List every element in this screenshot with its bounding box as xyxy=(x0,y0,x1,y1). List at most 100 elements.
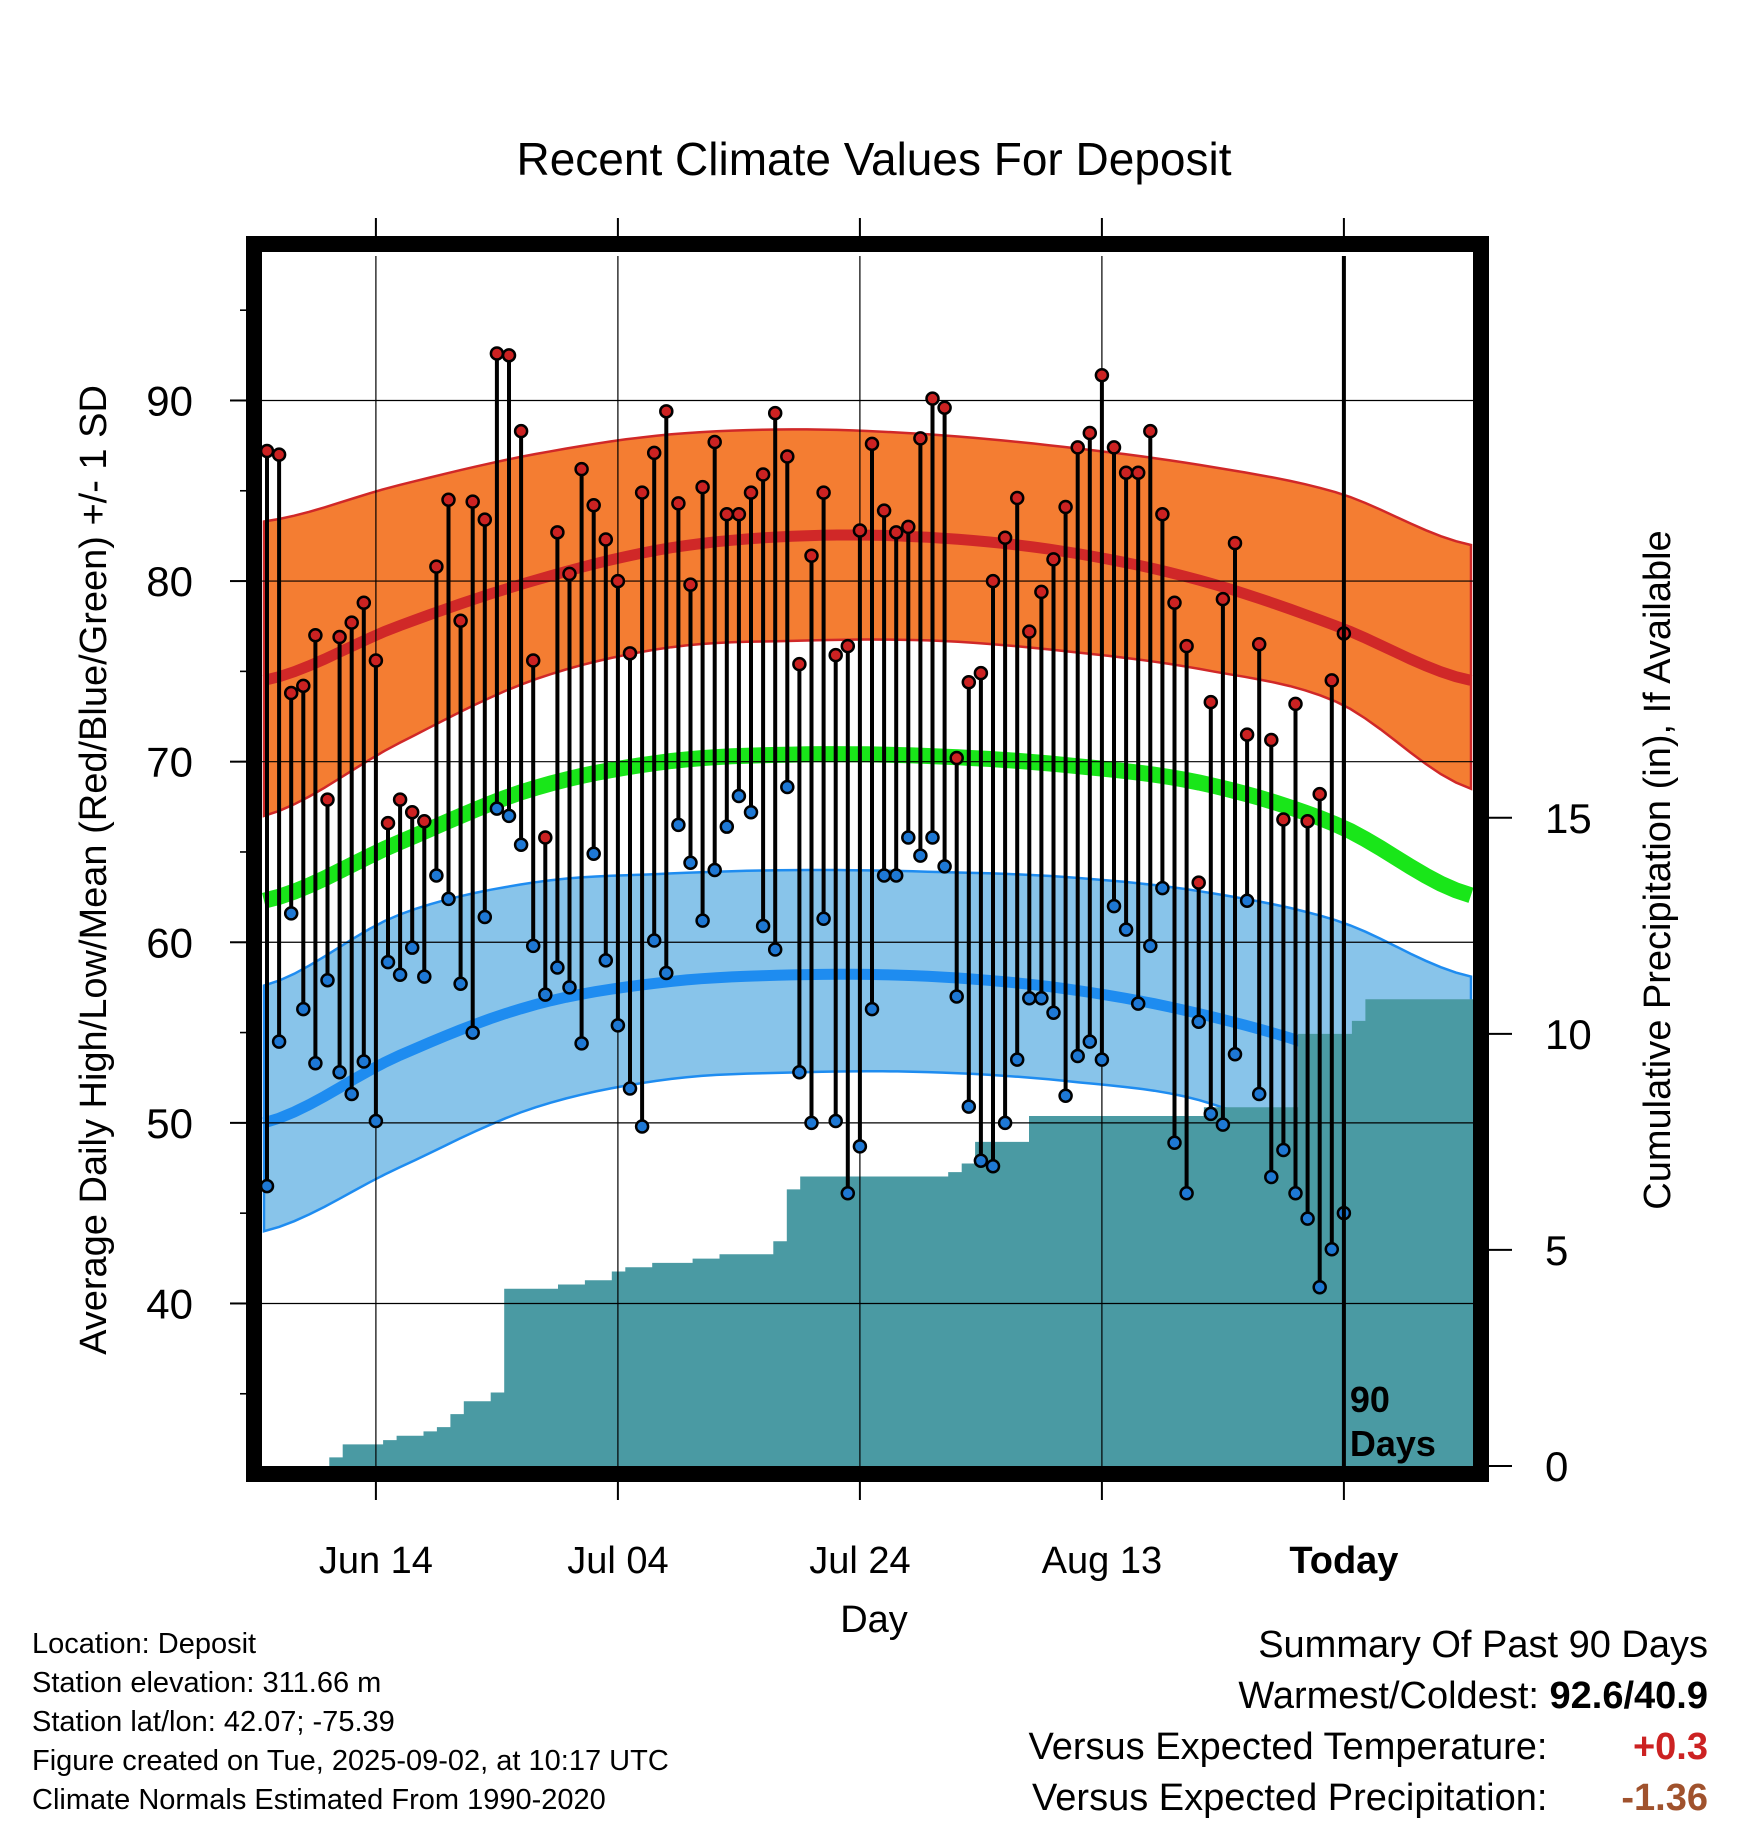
x-tick-label: Aug 13 xyxy=(1042,1540,1162,1582)
high-point xyxy=(465,494,480,509)
y2-axis-label: Cumulative Precipitation (in), If Availa… xyxy=(1637,530,1679,1209)
high-normal-line xyxy=(262,529,1473,686)
low-point xyxy=(1034,991,1049,1006)
low-point xyxy=(283,906,299,921)
low-point xyxy=(574,1036,589,1051)
low-point xyxy=(465,1025,480,1040)
high-point xyxy=(961,674,977,690)
low-point xyxy=(1046,1005,1061,1020)
low-point xyxy=(429,868,444,883)
low-point xyxy=(453,976,468,992)
high-point xyxy=(828,647,843,663)
high-point xyxy=(1276,812,1291,827)
low-point xyxy=(731,788,747,804)
low-point xyxy=(441,891,456,907)
y-tick-label: 40 xyxy=(146,1280,193,1327)
low-point xyxy=(356,1054,372,1069)
low-point xyxy=(404,940,420,955)
low-point xyxy=(1106,898,1122,914)
low-point xyxy=(489,801,505,816)
high-point xyxy=(695,479,710,495)
low-point xyxy=(392,967,408,983)
low-point xyxy=(755,918,771,934)
low-point xyxy=(344,1086,359,1102)
low-point xyxy=(816,911,831,927)
low-point xyxy=(271,1034,287,1049)
summary-warmest-row: Warmest/Coldest: 92.6/40.9 xyxy=(1029,1671,1708,1722)
low-point xyxy=(719,819,735,834)
low-point xyxy=(888,868,904,883)
low-point xyxy=(913,848,928,863)
high-point xyxy=(864,436,880,452)
low-point xyxy=(1215,1117,1231,1132)
high-point xyxy=(659,404,674,419)
low-point xyxy=(538,987,553,1002)
y-tick-label: 50 xyxy=(146,1100,193,1147)
high-point xyxy=(1215,591,1231,607)
high-point xyxy=(671,496,686,511)
high-point xyxy=(417,814,432,829)
high-point xyxy=(404,804,420,820)
high-point xyxy=(792,656,807,672)
low-point xyxy=(707,862,722,878)
low-point xyxy=(973,1153,989,1169)
high-point xyxy=(840,638,856,654)
high-point xyxy=(876,503,892,518)
low-point xyxy=(562,980,577,995)
high-point xyxy=(1312,786,1327,802)
high-point xyxy=(1191,875,1206,890)
x-tick-label: Jul 04 xyxy=(567,1540,668,1582)
high-point xyxy=(453,613,468,629)
today-marker-label: Days xyxy=(1350,1423,1436,1464)
low-point xyxy=(1288,1186,1303,1201)
low-point xyxy=(683,855,698,871)
high-point xyxy=(973,665,989,681)
summary-warmest-label: Warmest/Coldest: xyxy=(1238,1675,1539,1717)
meta-location: Location: Deposit xyxy=(32,1628,257,1660)
low-point xyxy=(1324,1242,1340,1257)
high-point xyxy=(937,400,952,415)
high-point xyxy=(525,653,541,668)
high-point xyxy=(344,615,359,630)
high-point xyxy=(1130,465,1146,480)
high-point xyxy=(380,815,396,831)
low-point xyxy=(743,804,759,820)
high-point xyxy=(1203,694,1219,710)
high-point xyxy=(1143,423,1158,439)
low-point xyxy=(296,1001,311,1017)
x-axis-label: Day xyxy=(840,1599,908,1641)
low-point xyxy=(598,953,614,968)
high-point xyxy=(683,577,698,592)
high-point xyxy=(913,431,928,446)
low-point xyxy=(646,933,662,948)
low-point xyxy=(864,1001,880,1017)
low-point xyxy=(368,1113,384,1129)
low-point xyxy=(1058,1088,1073,1104)
low-point xyxy=(332,1065,347,1080)
low-point xyxy=(550,960,565,975)
high-point xyxy=(1022,624,1037,639)
summary-panel: Summary Of Past 90 Days Warmest/Coldest:… xyxy=(1029,1620,1708,1824)
high-point xyxy=(622,646,638,661)
low-point xyxy=(525,938,541,954)
low-point xyxy=(320,972,335,988)
y-tick-label: 80 xyxy=(146,558,193,605)
high-point xyxy=(1106,440,1122,455)
low-point xyxy=(501,808,517,824)
low-point xyxy=(695,913,710,928)
summary-temp-value: +0.3 xyxy=(1632,1726,1708,1768)
low-point xyxy=(925,830,940,845)
high-point xyxy=(271,447,287,462)
low-point xyxy=(1239,893,1255,908)
x-tick-label: Today xyxy=(1289,1540,1398,1582)
y2-tick-label: 15 xyxy=(1545,795,1592,842)
summary-title: Summary Of Past 90 Days xyxy=(1258,1624,1708,1666)
high-normal-band xyxy=(262,428,1473,818)
low-point xyxy=(767,942,783,957)
low-point xyxy=(513,837,529,852)
y-tick-label: 90 xyxy=(146,377,193,424)
y-tick-label: 70 xyxy=(146,739,193,786)
high-point xyxy=(1094,367,1110,383)
